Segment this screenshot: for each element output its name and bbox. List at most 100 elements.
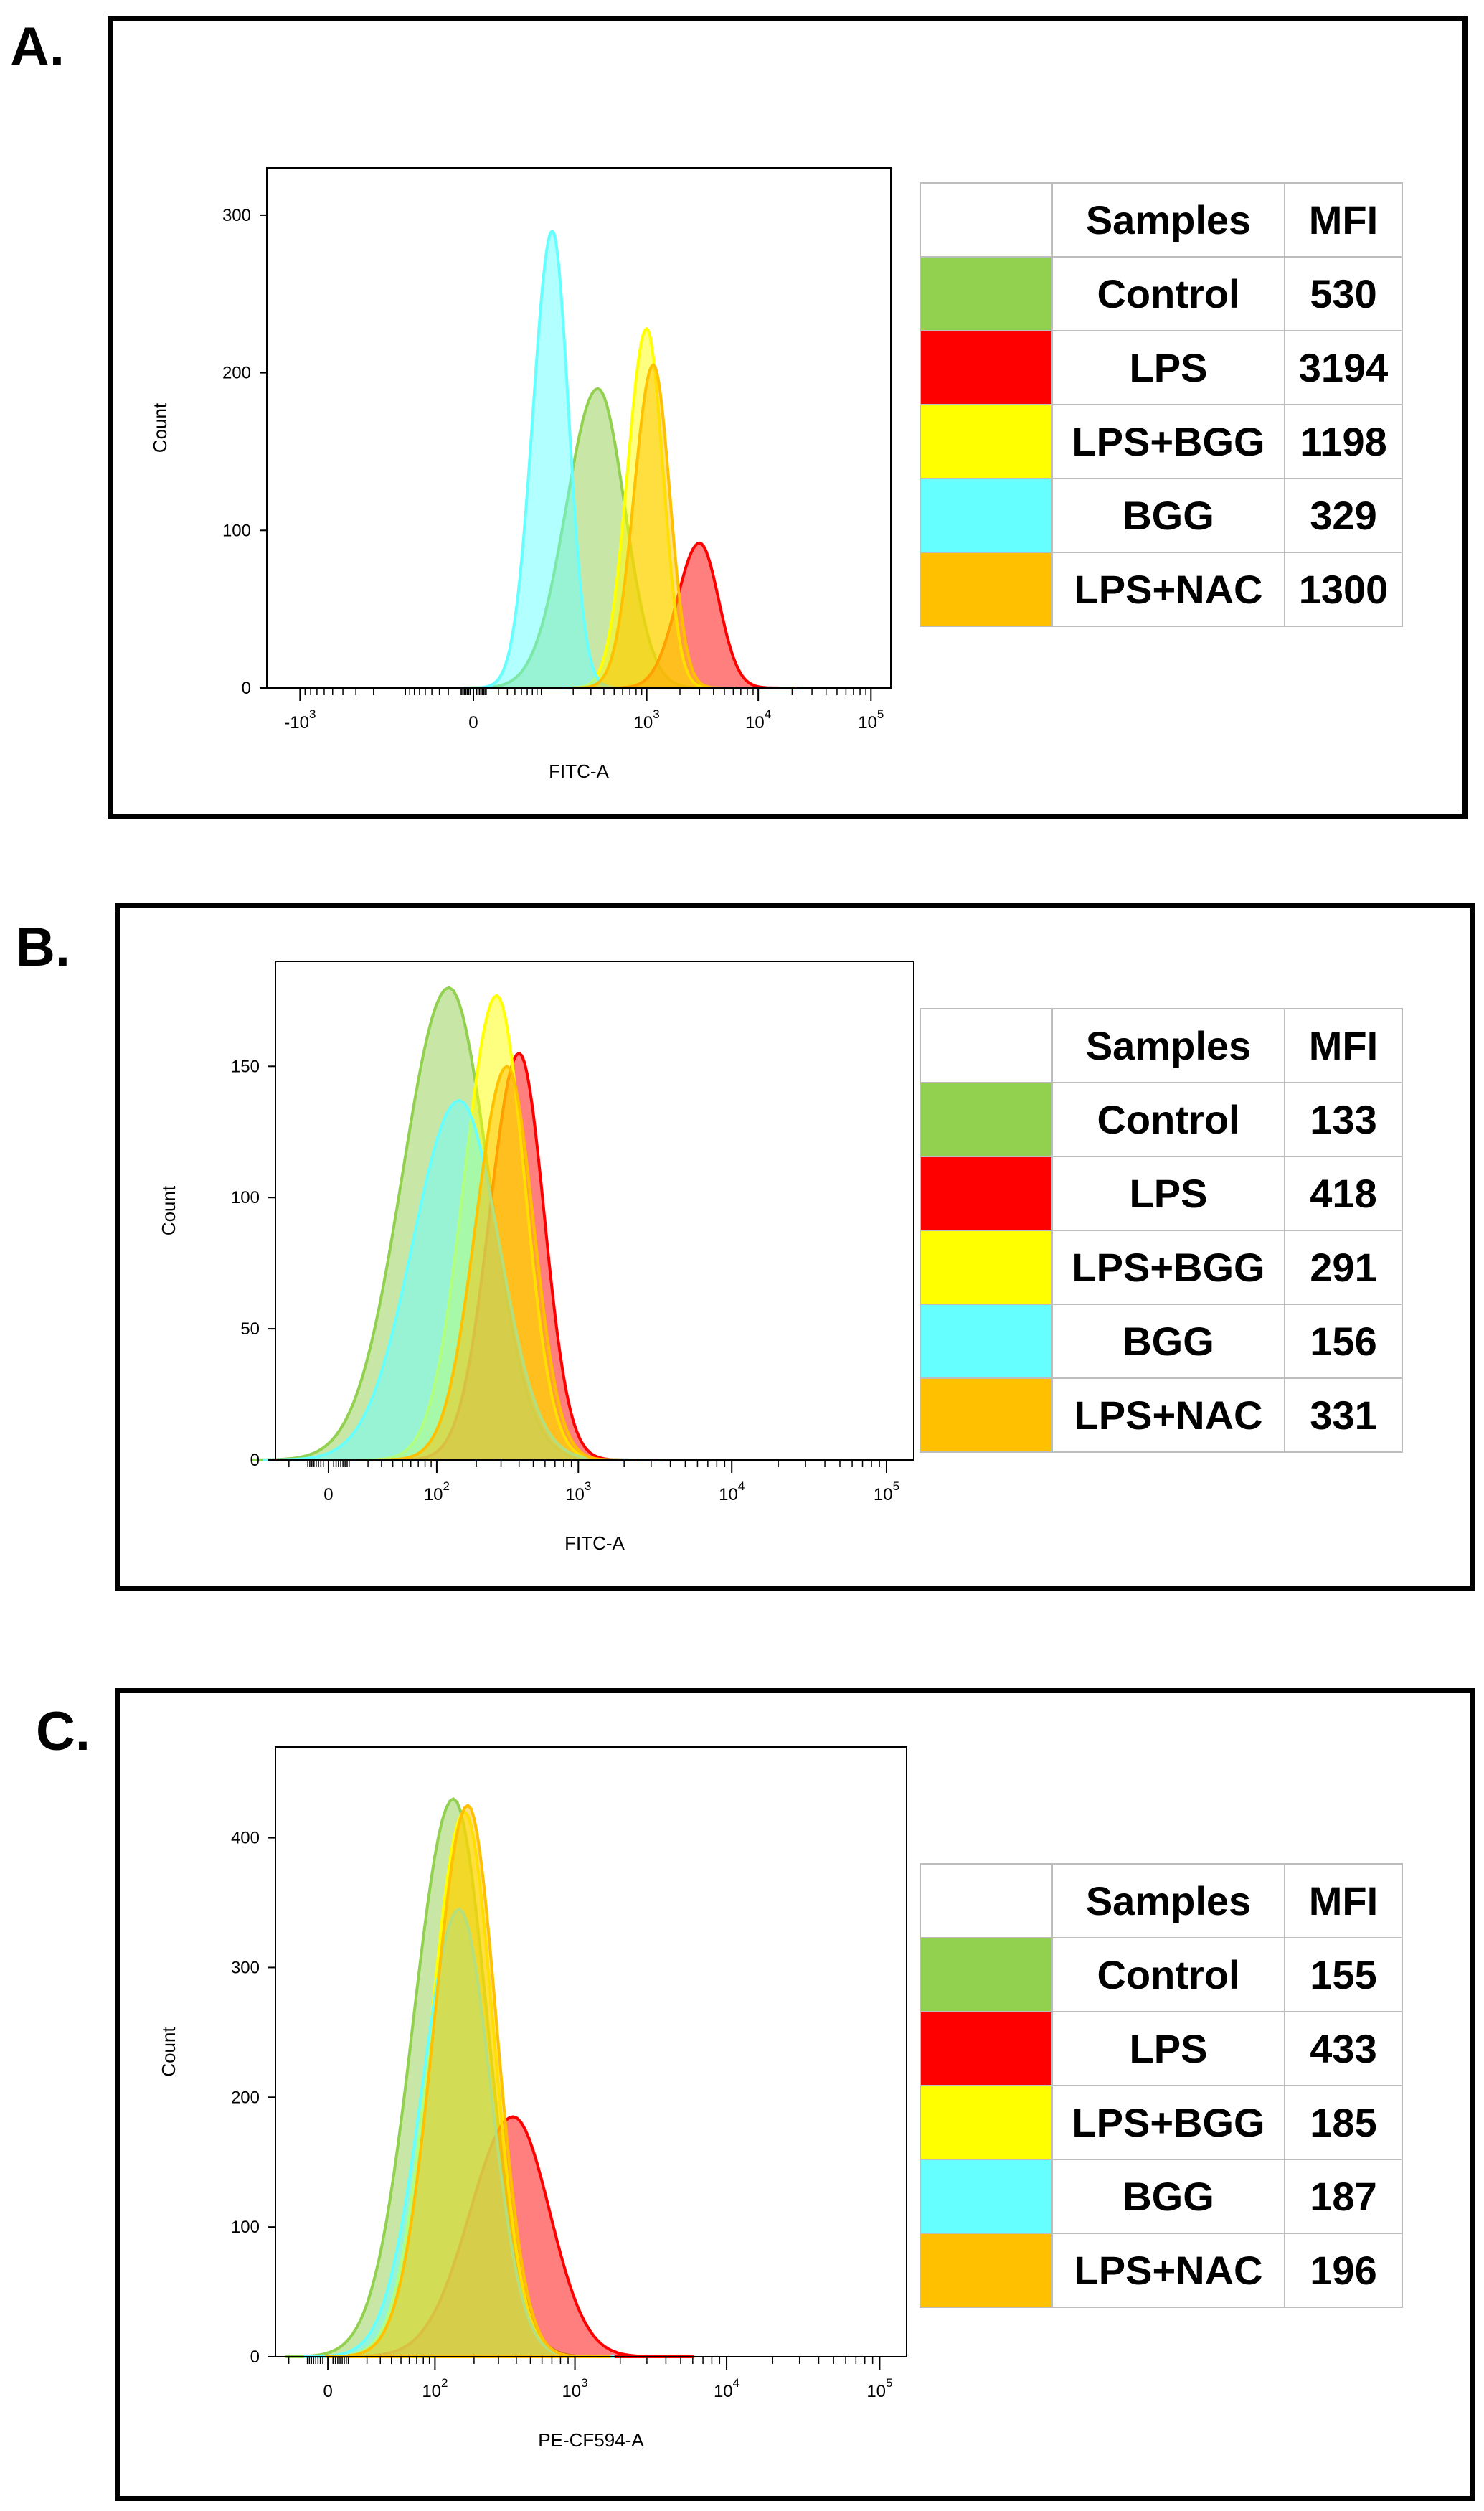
mfi-value: 196 <box>1284 2233 1403 2308</box>
y-tick-label: 50 <box>240 1319 260 1339</box>
table-header-row: Samples MFI <box>920 1008 1403 1083</box>
x-tick-label: 103 <box>565 1479 591 1504</box>
sample-name: LPS+BGG <box>1051 2085 1285 2160</box>
sample-name: BGG <box>1051 2159 1285 2234</box>
mfi-value: 185 <box>1284 2085 1403 2160</box>
y-axis-label: Count <box>158 1185 179 1235</box>
table-row: LPS 433 <box>920 2011 1403 2086</box>
color-swatch <box>920 1304 1053 1379</box>
color-swatch <box>920 552 1053 627</box>
sample-name: LPS <box>1051 330 1285 405</box>
mfi-value: 3194 <box>1284 330 1403 405</box>
table-row: LPS+BGG 185 <box>920 2085 1403 2160</box>
y-tick-label: 100 <box>222 521 251 540</box>
header-samples: Samples <box>1051 1863 1285 1938</box>
histogram-lps-nac <box>325 1804 611 2358</box>
panel-b: 0 50 100 150 0 102 103 104 105 FITC-A Count Sample… <box>115 903 1475 1591</box>
mfi-value: 530 <box>1284 256 1403 331</box>
mfi-table-b: Samples MFI Control 133 LPS 418 LPS+BGG 291 BGG 1… <box>920 1008 1403 1453</box>
color-swatch <box>920 256 1053 331</box>
mfi-value: 418 <box>1284 1156 1403 1231</box>
header-mfi: MFI <box>1284 182 1403 258</box>
histogram-a: 0 100 200 300 -103 0 103 104 105 FITC-A Count <box>113 21 1473 824</box>
y-tick-label: 100 <box>231 2218 260 2237</box>
color-swatch <box>920 2233 1053 2308</box>
y-tick-label: 300 <box>222 206 251 225</box>
x-axis-label: PE-CF594-A <box>538 2429 644 2451</box>
sample-name: LPS <box>1051 2011 1285 2086</box>
mfi-value: 331 <box>1284 1377 1403 1453</box>
mfi-value: 156 <box>1284 1304 1403 1379</box>
sample-name: Control <box>1051 1937 1285 2012</box>
table-row: LPS 3194 <box>920 330 1403 405</box>
mfi-value: 187 <box>1284 2159 1403 2234</box>
y-tick-label: 0 <box>242 679 251 698</box>
y-tick-label: 0 <box>250 1451 260 1470</box>
sample-name: Control <box>1051 256 1285 331</box>
x-tick-label: 105 <box>874 1479 899 1504</box>
mfi-value: 1300 <box>1284 552 1403 627</box>
x-tick-label: -103 <box>284 707 316 732</box>
x-tick-label: 103 <box>562 2376 587 2401</box>
panel-label-a: A. <box>10 17 65 77</box>
sample-name: LPS+BGG <box>1051 1230 1285 1305</box>
sample-name: BGG <box>1051 1304 1285 1379</box>
sample-name: LPS+NAC <box>1051 552 1285 627</box>
plot-frame <box>275 1746 907 2357</box>
table-header-row: Samples MFI <box>920 1863 1403 1938</box>
mfi-value: 1198 <box>1284 404 1403 479</box>
table-row: BGG 329 <box>920 478 1403 553</box>
y-tick-label: 100 <box>231 1188 260 1207</box>
y-tick-label: 300 <box>231 1958 260 1977</box>
color-swatch <box>920 2011 1053 2086</box>
x-tick-label: 103 <box>634 707 660 732</box>
mfi-table-c: Samples MFI Control 155 LPS 433 LPS+BGG 185 BGG 1… <box>920 1863 1403 2308</box>
color-swatch <box>920 1377 1053 1453</box>
histogram-lps-nac <box>571 363 736 689</box>
color-swatch <box>920 1937 1053 2012</box>
x-tick-label: 105 <box>858 707 884 732</box>
sample-name: BGG <box>1051 478 1285 553</box>
y-tick-label: 150 <box>231 1057 260 1076</box>
table-row: LPS+NAC 196 <box>920 2233 1403 2308</box>
sample-name: LPS+NAC <box>1051 1377 1285 1453</box>
y-tick-label: 200 <box>231 2088 260 2107</box>
header-samples: Samples <box>1051 1008 1285 1083</box>
histogram-lps-nac <box>375 1065 639 1461</box>
sample-name: Control <box>1051 1082 1285 1157</box>
header-blank-cell <box>920 182 1053 258</box>
histogram-c: 0 100 200 300 400 0 102 103 104 105 PE-CF594-A Coun… <box>120 1693 1480 2506</box>
table-row: LPS+NAC 1300 <box>920 552 1403 627</box>
plot-frame <box>275 961 914 1461</box>
header-blank-cell <box>920 1863 1053 1938</box>
color-swatch <box>920 2159 1053 2234</box>
panel-a: 0 100 200 300 -103 0 103 104 105 FITC-A Count Samp… <box>108 16 1468 819</box>
table-row: LPS 418 <box>920 1156 1403 1231</box>
mfi-value: 433 <box>1284 2011 1403 2086</box>
x-axis-label: FITC-A <box>549 760 609 782</box>
sample-name: LPS <box>1051 1156 1285 1231</box>
table-row: LPS+BGG 291 <box>920 1230 1403 1305</box>
table-header-row: Samples MFI <box>920 182 1403 258</box>
table-row: LPS+BGG 1198 <box>920 404 1403 479</box>
color-swatch <box>920 478 1053 553</box>
mfi-value: 133 <box>1284 1082 1403 1157</box>
mfi-value: 329 <box>1284 478 1403 553</box>
color-swatch <box>920 404 1053 479</box>
histogram-svg: 0 100 200 300 -103 0 103 104 105 FITC-A Count <box>149 167 892 782</box>
color-swatch <box>920 1082 1053 1157</box>
table-row: BGG 187 <box>920 2159 1403 2234</box>
x-tick-label: 104 <box>719 1479 745 1504</box>
header-mfi: MFI <box>1284 1008 1403 1083</box>
header-samples: Samples <box>1051 182 1285 258</box>
sample-name: LPS+BGG <box>1051 404 1285 479</box>
mfi-table-a: Samples MFI Control 530 LPS 3194 LPS+BGG 1198 BG… <box>920 182 1403 627</box>
panel-c: 0 100 200 300 400 0 102 103 104 105 PE-CF594-A Coun… <box>115 1688 1475 2501</box>
y-tick-label: 200 <box>222 364 251 383</box>
color-swatch <box>920 1230 1053 1305</box>
header-blank-cell <box>920 1008 1053 1083</box>
histogram-b: 0 50 100 150 0 102 103 104 105 FITC-A Count <box>120 908 1480 1596</box>
y-tick-label: 0 <box>250 2347 260 2367</box>
y-tick-label: 400 <box>231 1829 260 1848</box>
x-tick-label: 102 <box>422 2376 448 2401</box>
